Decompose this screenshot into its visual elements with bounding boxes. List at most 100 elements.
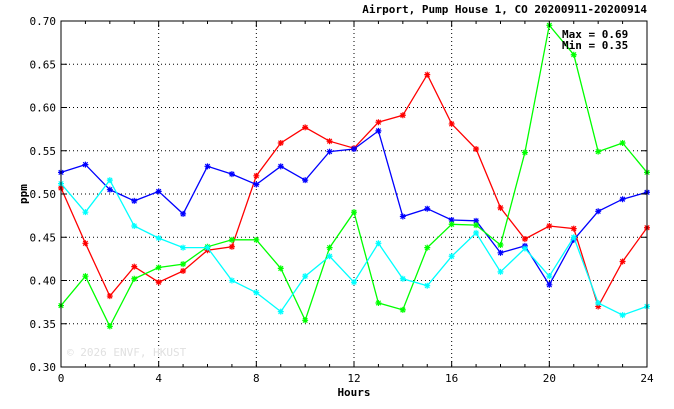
data-point-marker [619, 196, 626, 203]
data-point-marker [521, 245, 528, 252]
data-point-marker [473, 222, 480, 229]
data-point-marker [180, 210, 187, 217]
y-tick-label: 0.50 [30, 188, 57, 201]
data-point-marker [180, 261, 187, 268]
data-point-marker [570, 51, 577, 58]
data-point-marker [204, 163, 211, 170]
data-point-marker [497, 268, 504, 275]
data-point-marker [619, 258, 626, 265]
data-point-marker [326, 244, 333, 251]
data-point-marker [180, 267, 187, 274]
data-point-marker [228, 243, 235, 250]
x-tick-label: 4 [155, 372, 162, 385]
data-point-marker [473, 217, 480, 224]
data-point-marker [546, 281, 553, 288]
data-point-marker [277, 265, 284, 272]
y-tick-label: 0.45 [30, 231, 57, 244]
data-point-marker [351, 279, 357, 286]
data-point-marker [595, 299, 602, 306]
data-point-marker [277, 163, 284, 170]
data-point-marker [424, 244, 431, 251]
data-point-marker [497, 249, 504, 256]
data-point-marker [155, 235, 162, 242]
data-point-marker [497, 242, 504, 249]
data-point-marker [595, 148, 602, 155]
data-point-marker [595, 208, 602, 215]
data-point-marker [448, 120, 455, 127]
data-point-marker [228, 277, 235, 284]
grid-lines [61, 21, 647, 367]
data-point-marker [399, 306, 406, 313]
data-point-marker [521, 149, 528, 156]
x-axis-label: Hours [337, 386, 370, 399]
data-point-marker [82, 273, 89, 280]
data-point-marker [302, 124, 309, 131]
series-4 [58, 177, 650, 319]
data-point-marker [253, 289, 260, 296]
data-point-marker [570, 234, 577, 241]
data-point-marker [399, 112, 406, 119]
data-point-marker [399, 213, 406, 220]
data-point-marker [302, 273, 309, 280]
data-point-marker [302, 317, 309, 324]
x-tick-label: 0 [58, 372, 65, 385]
series-line [60, 179, 648, 316]
data-point-marker [155, 188, 162, 195]
max-annotation: Max = 0.69 [562, 28, 628, 41]
data-point-marker [375, 119, 382, 126]
data-point-marker [375, 240, 382, 247]
data-point-marker [180, 244, 187, 251]
data-point-marker [546, 223, 553, 230]
series-2 [58, 127, 650, 288]
y-axis-label: ppm [17, 184, 30, 204]
data-point-marker [375, 127, 382, 134]
data-point-marker [228, 171, 235, 178]
data-point-marker [326, 148, 333, 155]
x-tick-label: 16 [445, 372, 458, 385]
data-point-marker [131, 223, 138, 230]
chart-title: Airport, Pump House 1, CO 20200911-20200… [362, 3, 647, 16]
data-point-marker [399, 275, 406, 282]
data-point-marker [351, 146, 357, 153]
data-point-marker [521, 235, 528, 242]
x-tick-label: 24 [640, 372, 654, 385]
data-point-marker [253, 172, 260, 179]
data-point-marker [424, 71, 431, 78]
y-tick-label: 0.60 [30, 102, 57, 115]
data-point-marker [82, 161, 89, 168]
data-point-marker [82, 240, 89, 247]
data-point-marker [106, 177, 113, 184]
data-point-marker [448, 221, 455, 228]
data-point-marker [570, 225, 577, 232]
data-point-marker [351, 209, 357, 216]
y-tick-label: 0.30 [30, 361, 57, 374]
data-point-marker [302, 177, 309, 184]
x-tick-label: 8 [253, 372, 260, 385]
axis-ticks: 0 4 8 12 16 20 24 0.30 0.35 0.40 0.45 0.50 0.55 0.60 0… [30, 15, 654, 385]
data-point-marker [326, 253, 333, 260]
y-tick-label: 0.70 [30, 15, 57, 28]
data-point-marker [375, 299, 382, 306]
data-point-marker [497, 204, 504, 211]
x-tick-label: 20 [543, 372, 556, 385]
data-point-marker [253, 236, 260, 243]
data-point-marker [277, 139, 284, 146]
data-point-marker [131, 263, 138, 270]
data-point-marker [204, 244, 211, 251]
data-point-marker [106, 186, 113, 193]
data-series [58, 22, 650, 330]
data-point-marker [473, 229, 480, 236]
data-point-marker [277, 308, 284, 315]
data-point-marker [619, 312, 626, 319]
data-point-marker [326, 138, 333, 145]
watermark: © 2026 ENVF, HKUST [67, 346, 187, 359]
y-tick-label: 0.40 [30, 275, 57, 288]
data-point-marker [253, 181, 260, 188]
x-tick-label: 12 [347, 372, 360, 385]
data-point-marker [424, 205, 431, 212]
data-point-marker [546, 273, 553, 280]
data-point-marker [155, 279, 162, 286]
data-point-marker [448, 216, 455, 223]
data-point-marker [106, 293, 113, 300]
